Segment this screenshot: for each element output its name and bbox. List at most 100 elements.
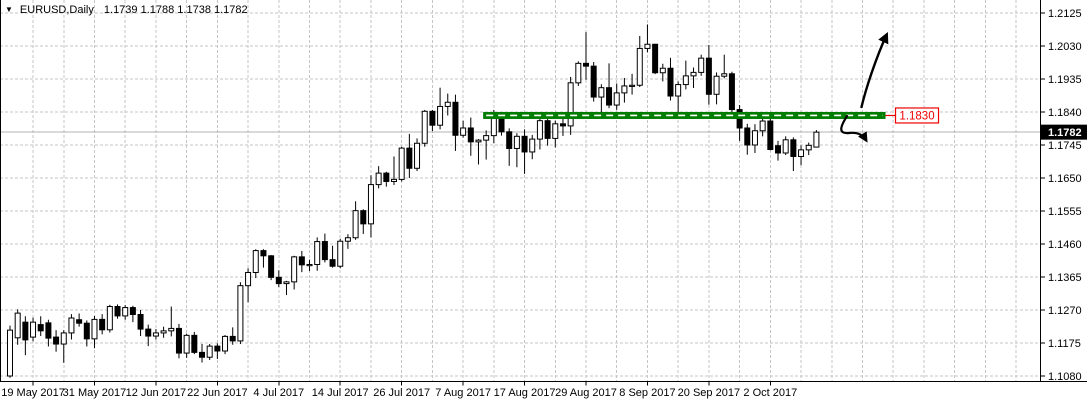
price-axis-label: 1.1175 [1048, 338, 1081, 350]
candle [337, 238, 344, 269]
candle [129, 305, 136, 323]
candle [667, 57, 674, 101]
candle [467, 117, 474, 156]
candle [7, 325, 13, 378]
chart-plot-area[interactable] [0, 0, 1040, 381]
price-axis-label: 1.1080 [1048, 371, 1082, 383]
candle [22, 316, 29, 356]
candle [175, 323, 182, 359]
candle [513, 133, 520, 168]
collapse-triangle-icon[interactable]: ▼ [5, 5, 13, 14]
candle [222, 335, 229, 355]
candle [283, 280, 290, 296]
candle [790, 137, 797, 172]
date-axis-label: 20 Sep 2017 [678, 387, 740, 399]
candle [690, 67, 697, 89]
candle [460, 120, 467, 138]
date-axis-label: 17 Aug 2017 [494, 387, 556, 399]
candle [68, 314, 75, 340]
candle [652, 43, 659, 75]
candle [705, 44, 712, 105]
candle [199, 344, 205, 363]
candle [798, 145, 805, 166]
candle [160, 326, 167, 338]
candle [475, 139, 482, 165]
date-axis-label: 2 Oct 2017 [743, 387, 797, 399]
date-axis[interactable] [0, 382, 1087, 405]
candle [590, 61, 597, 102]
candle [414, 138, 421, 172]
candle [744, 123, 751, 155]
candle [398, 146, 405, 182]
candle [536, 115, 543, 150]
candle [122, 305, 129, 320]
candle [344, 234, 351, 249]
candle [291, 255, 298, 290]
candle [767, 118, 774, 151]
candle [298, 250, 305, 273]
price-axis-label: 1.1270 [1048, 305, 1082, 317]
candle [805, 142, 812, 156]
current-price-label-value: 1.1782 [1048, 127, 1082, 139]
price-axis-label: 1.2030 [1048, 41, 1082, 53]
price-axis-label: 1.1935 [1048, 74, 1082, 86]
date-axis-label: 26 Jul 2017 [373, 387, 430, 399]
candle [521, 129, 528, 174]
date-axis-label: 29 Aug 2017 [555, 387, 617, 399]
candle [483, 130, 490, 160]
pullback-down-arrow[interactable] [840, 114, 868, 143]
candle [567, 76, 574, 135]
candle [191, 331, 198, 355]
candle [606, 63, 613, 109]
candle [544, 117, 551, 146]
chart-symbol-period: EURUSD,Daily [19, 4, 94, 16]
candle [137, 310, 144, 337]
candle [83, 320, 90, 347]
price-axis-label: 1.1650 [1048, 173, 1082, 185]
candle [367, 175, 374, 238]
price-axis-label: 1.1365 [1048, 272, 1082, 284]
date-axis-label: 7 Aug 2017 [435, 387, 491, 399]
candle [529, 134, 536, 160]
candle [206, 344, 213, 361]
candle [375, 166, 382, 189]
projection-up-arrow[interactable] [860, 31, 889, 109]
candle [76, 313, 83, 327]
price-axis-label: 1.1745 [1048, 140, 1082, 152]
candle [329, 245, 336, 268]
candle [583, 32, 589, 80]
candle [45, 319, 52, 347]
price-axis-label: 1.2125 [1048, 8, 1082, 20]
price-axis[interactable] [1041, 0, 1087, 381]
date-axis-label: 4 Jul 2017 [253, 387, 304, 399]
date-axis-label: 14 Jul 2017 [312, 387, 369, 399]
candle [275, 270, 282, 288]
candle [30, 317, 37, 342]
candle [629, 73, 636, 95]
price-axis-label: 1.1840 [1048, 107, 1082, 119]
candle [229, 327, 236, 345]
date-axis-label: 31 May 2017 [63, 387, 127, 399]
candle [106, 304, 113, 333]
hline-price-flag [894, 107, 940, 124]
date-axis-label: 22 Jun 2017 [187, 387, 248, 399]
candle [352, 201, 359, 240]
candle [613, 83, 620, 110]
candle [237, 282, 244, 345]
candle [383, 171, 390, 187]
candle [53, 330, 60, 352]
candle [552, 120, 559, 148]
candle [314, 237, 321, 271]
candle [252, 249, 259, 279]
candle [506, 128, 513, 166]
candle [429, 109, 436, 132]
chart-ohlc-values: 1.1739 1.1788 1.1738 1.1782 [103, 4, 248, 16]
current-price-label: 1.1782 [1041, 124, 1087, 140]
candle [644, 24, 651, 53]
candle [444, 93, 451, 116]
candle [659, 63, 666, 82]
date-axis-label: 8 Sep 2017 [619, 387, 675, 399]
candle [245, 268, 252, 303]
